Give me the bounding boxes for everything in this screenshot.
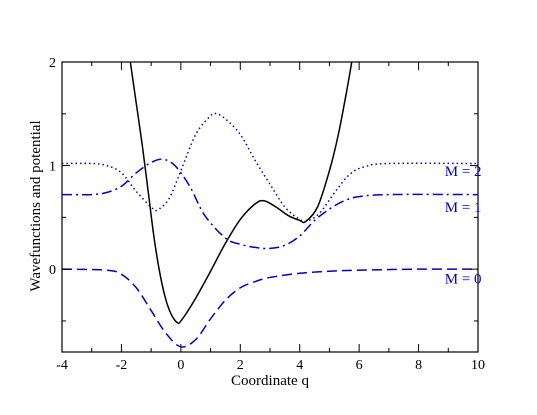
series-line-m1 [62, 158, 478, 250]
x-tick-label: 6 [356, 358, 363, 373]
x-tick-label: 4 [296, 358, 303, 373]
y-tick-label: 1 [49, 160, 56, 175]
x-tick-label: 2 [237, 358, 244, 373]
annotations-group: M = 2 M = 1 M = 0 [445, 164, 482, 288]
y-tick-label: 2 [49, 56, 56, 71]
series-line-m2 [62, 112, 478, 223]
y-axis-label: Wavefunctions and potential [28, 120, 44, 291]
x-tick-label: 8 [415, 358, 422, 373]
series-group [62, 62, 478, 348]
x-axis-label: Coordinate q [231, 373, 309, 389]
y-tick-label: 0 [49, 263, 56, 278]
x-tick-label: 10 [471, 358, 485, 373]
series-annotation-label: M = 1 [445, 200, 482, 216]
plot-frame [61, 61, 479, 353]
x-tick-label: 0 [177, 358, 184, 373]
ticks-group: -4 -2 0 2 4 6 8 10 0 1 2 [49, 56, 485, 373]
series-line-potential [129, 62, 353, 325]
x-tick-label: -2 [116, 358, 128, 373]
x-tick-label: -4 [56, 358, 68, 373]
series-line-m0 [62, 268, 478, 348]
series-annotation-label: M = 2 [445, 164, 482, 180]
series-annotation-label: M = 0 [445, 271, 482, 287]
plot-border [61, 61, 479, 353]
